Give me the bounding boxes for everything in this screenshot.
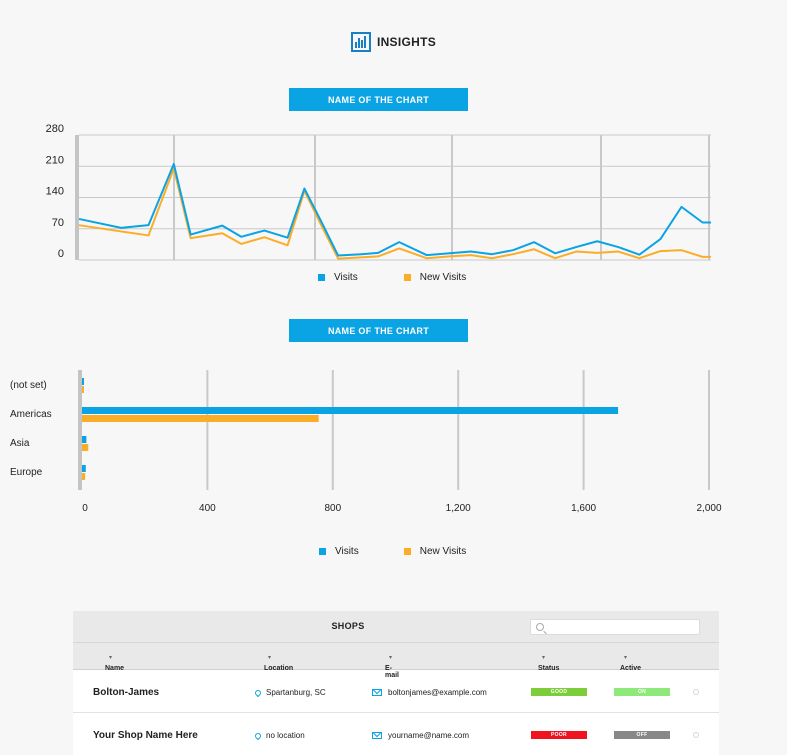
shops-table: SHOPS Name ▾ Location ▾ E-mail ▾ Status ▾ Ac… — [73, 611, 719, 755]
bar-chart-icon — [350, 32, 371, 52]
envelope-icon — [372, 732, 382, 739]
envelope-icon — [372, 689, 382, 696]
category-label: (not set) — [10, 380, 47, 391]
series-line-new-visits — [78, 167, 711, 260]
series-line-visits — [78, 163, 711, 257]
x-tick-label: 2,000 — [696, 503, 721, 514]
shops-title: SHOPS — [331, 621, 365, 631]
column-header-name[interactable]: Name ▾ — [105, 655, 125, 672]
bar-axis-bar — [78, 370, 82, 490]
legend-label-visits: Visits — [334, 272, 358, 283]
bar-new-visits — [82, 444, 89, 451]
y-tick-label: 0 — [58, 248, 64, 260]
sort-icon: ▾ — [268, 655, 272, 661]
legend-item-new-visits: New Visits — [403, 272, 467, 283]
bar-chart-categories: (not set) Americas Asia Europe — [10, 380, 52, 478]
line-axis-bar — [75, 135, 79, 260]
x-tick-label: 1,200 — [446, 503, 471, 514]
category-label: Americas — [10, 409, 52, 420]
bar-new-visits — [82, 386, 84, 393]
table-row[interactable]: Your Shop Name Here no location yourname… — [73, 713, 719, 755]
y-tick-label: 210 — [46, 154, 64, 166]
search-icon — [536, 623, 544, 631]
row-settings-icon[interactable] — [693, 689, 699, 695]
x-tick-label: 1,600 — [571, 503, 596, 514]
table-column-headers: Name ▾ Location ▾ E-mail ▾ Status ▾ Active ▾ — [73, 643, 719, 679]
column-header-status[interactable]: Status ▾ — [538, 655, 560, 672]
bar-visits — [82, 436, 87, 443]
line-chart-title-button[interactable]: NAME OF THE CHART — [289, 88, 468, 111]
column-header-active[interactable]: Active ▾ — [620, 655, 642, 672]
legend-swatch-visits — [318, 274, 325, 281]
legend-label-new-visits: New Visits — [419, 546, 467, 557]
sort-icon: ▾ — [109, 655, 113, 661]
location-pin-icon — [253, 688, 263, 697]
shops-header: SHOPS — [73, 611, 719, 643]
shop-email[interactable]: boltonjames@example.com — [372, 688, 487, 697]
bar-chart-bars — [82, 378, 619, 480]
search-input[interactable] — [547, 621, 697, 633]
line-chart-y-ticks: 0 70 140 210 280 — [46, 123, 64, 260]
x-tick-label: 400 — [199, 503, 216, 514]
y-tick-label: 70 — [52, 217, 64, 229]
x-tick-label: 800 — [324, 503, 341, 514]
category-label: Asia — [10, 438, 30, 449]
row-settings-icon[interactable] — [693, 732, 699, 738]
shop-location: no location — [253, 731, 305, 740]
line-chart: 0 70 140 210 280 — [46, 123, 711, 261]
legend-label-new-visits: New Visits — [419, 272, 467, 283]
shop-email[interactable]: yourname@name.com — [372, 731, 469, 740]
bar-chart-title-button[interactable]: NAME OF THE CHART — [289, 319, 468, 342]
bar-chart-grid — [78, 370, 710, 490]
status-badge: GOOD — [531, 688, 587, 696]
page-header: INSIGHTS — [0, 32, 787, 52]
y-tick-label: 140 — [46, 186, 64, 198]
x-tick-label: 0 — [82, 503, 88, 514]
active-toggle[interactable]: OFF — [614, 731, 670, 739]
sort-icon: ▾ — [542, 655, 546, 661]
bar-new-visits — [82, 415, 319, 422]
legend-item-visits: Visits — [318, 272, 358, 283]
active-toggle[interactable]: ON — [614, 688, 670, 696]
shop-location: Spartanburg, SC — [253, 688, 326, 697]
table-row[interactable]: Bolton-James Spartanburg, SC boltonjames… — [73, 670, 719, 713]
bar-new-visits — [82, 473, 86, 480]
legend-label-visits: Visits — [335, 546, 359, 557]
sort-icon: ▾ — [389, 655, 393, 661]
page-title: INSIGHTS — [376, 35, 437, 49]
shop-name[interactable]: Your Shop Name Here — [93, 730, 198, 741]
column-header-location[interactable]: Location ▾ — [264, 655, 294, 672]
column-header-email[interactable]: E-mail ▾ — [385, 655, 400, 679]
legend-item-new-visits: New Visits — [403, 546, 467, 557]
bar-visits — [82, 465, 86, 472]
legend-swatch-new-visits — [403, 548, 411, 555]
category-label: Europe — [10, 467, 43, 478]
bar-chart-x-ticks: 0 400 800 1,200 1,600 2,000 — [82, 503, 722, 514]
y-tick-label: 280 — [46, 123, 64, 135]
bar-visits — [82, 407, 619, 414]
bar-chart: (not set) Americas Asia Europe 0 400 800 1,200… — [10, 370, 722, 514]
legend-item-visits: Visits — [319, 546, 359, 557]
search-box[interactable] — [530, 619, 700, 635]
bar-visits — [82, 378, 84, 385]
status-badge: POOR — [531, 731, 587, 739]
bar-chart-legend: Visits New Visits — [319, 546, 466, 557]
line-chart-legend: Visits New Visits — [318, 272, 466, 283]
line-chart-grid — [75, 134, 711, 261]
legend-swatch-visits — [319, 548, 326, 555]
line-chart-series — [78, 163, 711, 260]
legend-swatch-new-visits — [403, 274, 411, 281]
sort-icon: ▾ — [624, 655, 628, 661]
location-pin-icon — [253, 731, 263, 740]
shop-name[interactable]: Bolton-James — [93, 687, 160, 698]
